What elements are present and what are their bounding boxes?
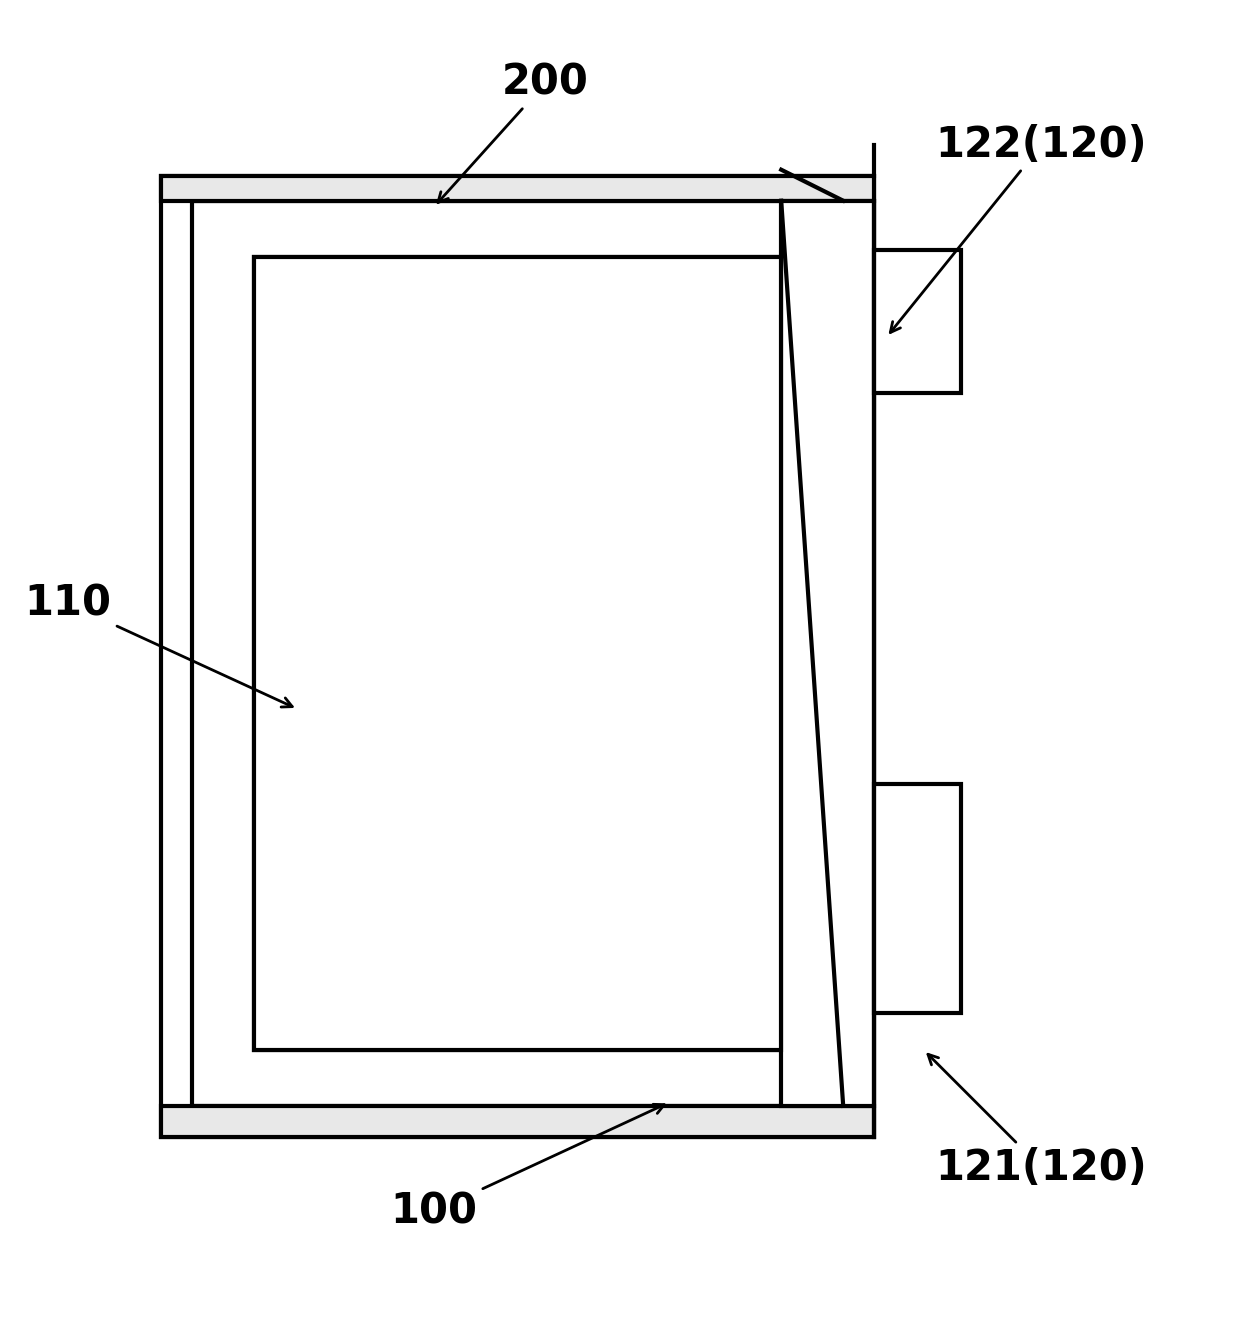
Bar — [161, 175, 874, 200]
Text: 122(120): 122(120) — [890, 124, 1147, 332]
Bar — [161, 1105, 874, 1137]
Text: 100: 100 — [391, 1104, 665, 1232]
Text: 121(120): 121(120) — [928, 1054, 1147, 1188]
Bar — [874, 251, 961, 393]
Bar — [192, 200, 843, 1105]
Bar — [161, 175, 874, 1137]
Text: 110: 110 — [25, 583, 293, 707]
Bar — [254, 256, 781, 1050]
Bar — [781, 200, 874, 1105]
Bar — [254, 256, 781, 1050]
Text: 200: 200 — [438, 62, 589, 203]
Bar — [874, 783, 961, 1013]
